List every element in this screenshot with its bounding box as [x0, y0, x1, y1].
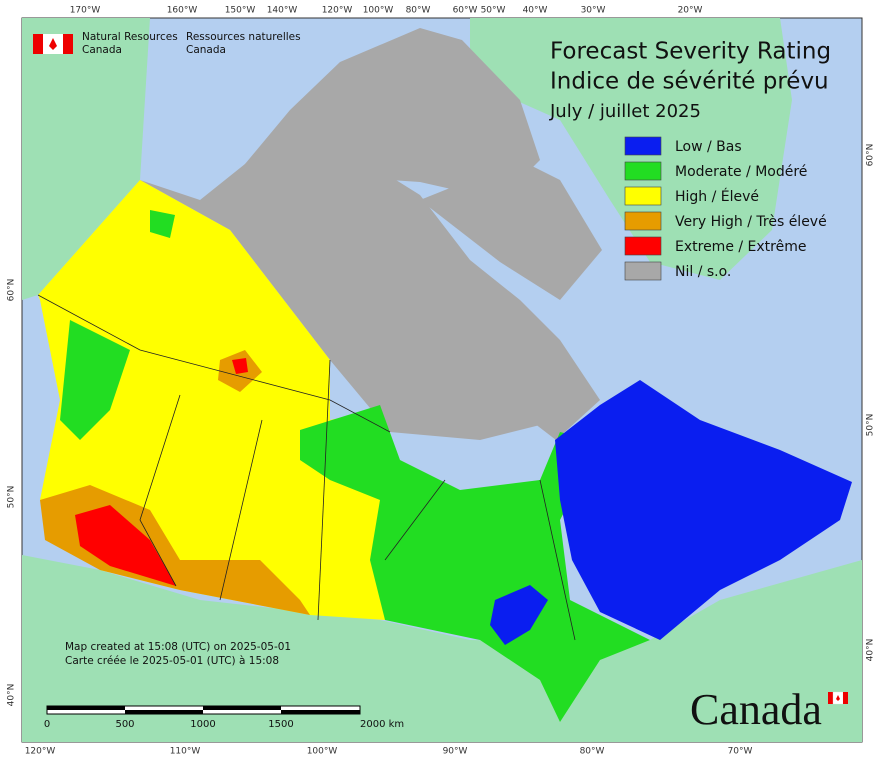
lon-label: 100°W [307, 747, 338, 757]
legend-swatch [624, 236, 662, 256]
scale-label: 500 [115, 719, 134, 730]
legend-swatch [624, 186, 662, 206]
agency-fr: Canada [186, 44, 226, 56]
footer: Carte créée le 2025-05-01 (UTC) à 15:08 [65, 655, 279, 667]
legend: Low / Bas Moderate / Modéré High / Élevé Ve… [624, 136, 827, 281]
legend-label: Extreme / Extrême [675, 239, 806, 255]
lat-label: 60°N [7, 279, 17, 302]
legend-label: Nil / s.o. [675, 264, 731, 280]
lon-label: 120°W [322, 6, 353, 16]
lon-label: 60°W [453, 6, 478, 16]
logo [33, 34, 73, 54]
severity-region [150, 210, 175, 238]
lon-label: 140°W [267, 6, 298, 16]
scale-label: 1000 [190, 719, 215, 730]
legend-label: Moderate / Modéré [675, 164, 807, 180]
agency-fr: Ressources naturelles [186, 31, 301, 43]
wordmark: Canada [690, 685, 822, 734]
lon-label: 160°W [167, 6, 198, 16]
lon-label: 100°W [363, 6, 394, 16]
severity-region [555, 380, 852, 640]
lat-label: 40°N [866, 639, 876, 662]
title: Forecast Severity Rating [550, 39, 831, 65]
lon-label: 90°W [443, 747, 468, 757]
severity-regions [38, 28, 852, 722]
lon-label: 170°W [70, 6, 101, 16]
legend-label: Very High / Très élevé [675, 214, 827, 230]
foreign-land [22, 18, 862, 742]
severity-region [75, 505, 176, 586]
lat-label: 40°N [7, 684, 17, 707]
severity-region [60, 320, 130, 440]
lon-label: 40°W [523, 6, 548, 16]
title: Indice de sévérité prévu [550, 69, 829, 95]
agency-en: Natural Resources [82, 31, 178, 43]
subtitle: July / juillet 2025 [549, 101, 701, 122]
legend-label: Low / Bas [675, 139, 742, 155]
scale-labels: 0 500 1000 1500 2000 km [44, 719, 404, 730]
province-borders [37, 294, 576, 641]
lon-label: 80°W [580, 747, 605, 757]
lon-label: 150°W [225, 6, 256, 16]
lon-label: 20°W [678, 6, 703, 16]
scale-bar [46, 705, 361, 715]
lon-label: 50°W [481, 6, 506, 16]
severity-region [520, 360, 600, 440]
legend-label: High / Élevé [675, 188, 759, 205]
legend-swatch [624, 136, 662, 156]
lon-label: 70°W [728, 747, 753, 757]
lon-label: 120°W [25, 747, 56, 757]
scale-label: 2000 km [360, 719, 404, 730]
agency-en: Canada [82, 44, 122, 56]
legend-swatch [624, 211, 662, 231]
lat-label: 60°N [866, 144, 876, 167]
legend-swatch [624, 261, 662, 281]
severity-region [490, 585, 548, 645]
lon-label: 30°W [581, 6, 606, 16]
severity-region [140, 120, 600, 440]
severity-region [232, 358, 248, 374]
lon-label: 80°W [406, 6, 431, 16]
lat-label: 50°N [7, 486, 17, 509]
severity-region [240, 28, 540, 200]
lon-label: 110°W [170, 747, 201, 757]
wordmark-flag [828, 691, 848, 705]
graticule-labels: 170°W 160°W 150°W 140°W 120°W 100°W 80°W 60°W 50… [7, 6, 876, 757]
footer: Map created at 15:08 (UTC) on 2025-05-01 [65, 641, 291, 653]
legend-swatch [624, 161, 662, 181]
scale-label: 1500 [268, 719, 293, 730]
severity-region [420, 160, 602, 300]
lat-label: 50°N [866, 414, 876, 437]
scale-label: 0 [44, 719, 50, 730]
